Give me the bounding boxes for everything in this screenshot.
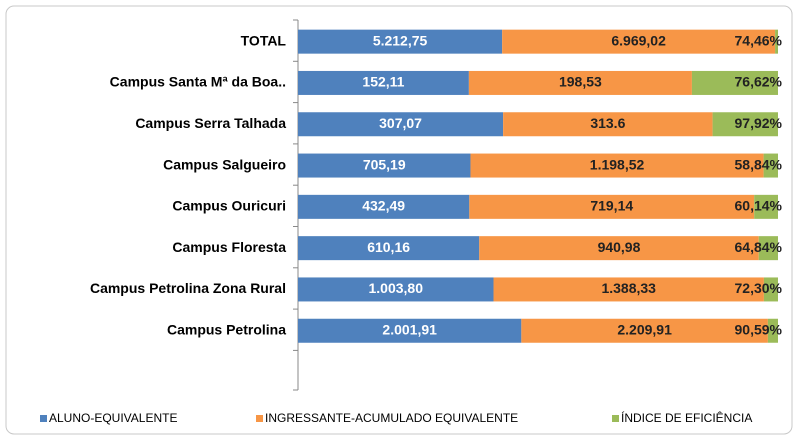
data-label: 1.388,33 — [601, 280, 656, 296]
data-label: 97,92% — [735, 115, 783, 131]
y-tick-label: TOTAL — [241, 32, 287, 48]
y-tick-label: Campus Floresta — [172, 239, 286, 255]
bar-segment — [775, 29, 778, 54]
data-label: 64,84% — [735, 239, 783, 255]
bar-segment — [298, 29, 503, 54]
data-label: 76,62% — [735, 74, 783, 90]
bar-segment — [502, 29, 776, 54]
data-label: 58,84% — [735, 156, 783, 172]
data-label: 5.212,75 — [373, 32, 428, 48]
data-label: 940,98 — [598, 239, 641, 255]
data-label: 72,30% — [735, 280, 783, 296]
data-label: 705,19 — [363, 156, 406, 172]
y-tick-label: Campus Petrolina Zona Rural — [90, 280, 286, 296]
legend-swatch — [40, 415, 47, 422]
bar-segment — [298, 236, 480, 261]
bar-segment — [503, 112, 713, 137]
data-label: 307,07 — [379, 115, 422, 131]
data-label: 60,14% — [735, 198, 783, 214]
bar-segment — [470, 153, 764, 178]
data-label: 6.969,02 — [611, 32, 666, 48]
data-label: 1.003,80 — [369, 280, 424, 296]
y-tick-label: Campus Serra Talhada — [135, 115, 286, 131]
legend-label: ALUNO-EQUIVALENTE — [49, 411, 177, 425]
bar-segment — [493, 277, 764, 302]
data-label: 2.209,91 — [617, 321, 672, 337]
data-label: 90,59% — [735, 321, 783, 337]
data-label: 432,49 — [362, 198, 405, 214]
bar-segment — [767, 318, 778, 343]
bar-segment — [298, 153, 471, 178]
bar-segment — [712, 112, 778, 137]
legend-swatch — [256, 415, 263, 422]
y-tick-label: Campus Petrolina — [167, 321, 286, 337]
data-label: 719,14 — [590, 198, 633, 214]
bar-segment — [763, 153, 778, 178]
bar-segment — [521, 318, 768, 343]
bar-segment — [298, 194, 470, 219]
bar-segment — [298, 70, 469, 95]
legend-label: INGRESSANTE-ACUMULADO EQUIVALENTE — [265, 411, 518, 425]
data-label: 1.198,52 — [590, 156, 645, 172]
y-tick-label: Campus Santa Mª da Boa.. — [110, 74, 286, 90]
data-label: 198,53 — [559, 74, 602, 90]
bar-segment — [479, 236, 759, 261]
data-label: 74,46% — [735, 32, 783, 48]
legend-swatch — [612, 415, 619, 422]
bar-segment — [298, 277, 494, 302]
legend-label: ÍNDICE DE EFICIÊNCIA — [621, 410, 752, 425]
data-label: 152,11 — [362, 74, 404, 90]
bar-segment — [763, 277, 778, 302]
y-tick-label: Campus Salgueiro — [163, 156, 286, 172]
bar-segment — [298, 112, 504, 137]
bar-segment — [468, 70, 692, 95]
y-tick-label: Campus Ouricuri — [172, 198, 286, 214]
data-label: 313.6 — [590, 115, 625, 131]
data-label: 2.001,91 — [382, 321, 437, 337]
bar-segment — [298, 318, 522, 343]
frame — [5, 5, 793, 435]
data-label: 610,16 — [367, 239, 410, 255]
bar-segment — [691, 70, 778, 95]
bar-segment — [469, 194, 755, 219]
bar-segment — [758, 236, 778, 261]
bar-segment — [754, 194, 778, 219]
